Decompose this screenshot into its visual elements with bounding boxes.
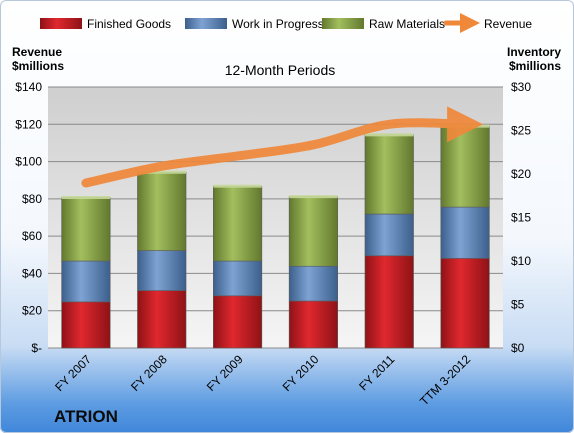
bar-finished-goods[interactable] [137,290,187,349]
bar-finished-goods[interactable] [364,255,414,349]
revenue-line[interactable] [81,106,484,188]
grid-layer [48,86,503,349]
bar-top-highlight [289,195,338,199]
legend-swatch-work-in-progress [185,18,227,29]
bar-finished-goods[interactable] [61,301,111,349]
legend-item-revenue[interactable]: Revenue [443,13,532,33]
right-axis-tick-label: $25 [511,124,531,138]
right-axis-tick-label: $0 [511,341,525,355]
left-axis-tick-label: $60 [22,229,42,243]
bar-top-highlight [364,133,414,137]
left-axis-title-line2: $millions [12,59,64,73]
left-axis-ticks: $- $20 $40 $60 $80 $100 $120 $140 [15,80,42,355]
left-axis-tick-label: $40 [22,266,42,280]
legend-label-raw-materials: Raw Materials [369,17,445,31]
right-axis-tick-label: $15 [511,211,531,225]
x-axis-tick-label: FY 2011 [356,352,397,393]
bar-top-highlight [61,195,111,199]
left-axis-tick-label: $100 [15,155,42,169]
x-axis-tick-label: FY 2009 [204,352,246,394]
bar-work-in-progress[interactable] [137,250,187,291]
legend-item-finished-goods[interactable]: Finished Goods [40,17,171,31]
right-axis-title-line1: Inventory [507,45,561,59]
x-axis-tick-label: FY 2008 [128,352,170,394]
bar-finished-goods[interactable] [213,295,263,349]
bar-raw-materials[interactable] [137,171,187,251]
legend-swatch-finished-goods [40,18,82,29]
left-axis-tick-label: $80 [22,192,42,206]
bar-work-in-progress[interactable] [213,260,263,297]
chart-subtitle: 12-Month Periods [225,62,336,78]
legend-item-work-in-progress[interactable]: Work in Progress [185,17,324,31]
bar-finished-goods[interactable] [440,258,490,349]
company-name: ATRION [54,407,118,426]
bar-finished-goods[interactable] [288,300,338,349]
legend-item-raw-materials[interactable]: Raw Materials [322,17,445,31]
left-axis-tick-label: $20 [22,304,42,318]
legend-label-finished-goods: Finished Goods [87,17,171,31]
right-axis-tick-label: $10 [511,254,531,268]
legend: Finished Goods Work in Progress Raw Mate… [40,13,532,33]
bar-raw-materials[interactable] [61,197,111,262]
right-axis-tick-label: $5 [511,298,525,312]
plot-area [48,87,503,348]
bar-work-in-progress[interactable] [61,260,111,303]
left-axis-tick-label: $120 [15,117,42,131]
bar-work-in-progress[interactable] [288,265,338,302]
right-axis-tick-label: $20 [511,167,531,181]
bar-top-highlight [137,170,187,174]
bar-raw-materials[interactable] [213,185,263,262]
legend-label-work-in-progress: Work in Progress [232,17,324,31]
left-axis-title-line1: Revenue [12,45,62,59]
x-axis-tick-label: FY 2010 [280,352,322,394]
left-axis-tick-label: $- [31,341,42,355]
bar-work-in-progress[interactable] [364,213,414,257]
right-axis-tick-label: $30 [511,80,531,94]
revenue-line-layer [81,106,484,188]
bar-work-in-progress[interactable] [440,206,490,259]
bar-raw-materials[interactable] [440,125,490,208]
legend-swatch-raw-materials [322,18,364,29]
bar-top-highlight [213,184,262,188]
x-axis-tick-label: TTM 3-2012 [417,352,473,408]
right-axis-ticks: $0 $5 $10 $15 $20 $25 $30 [511,80,531,355]
x-axis-tick-label: FY 2007 [52,352,94,394]
x-axis-ticks: FY 2007 FY 2008 FY 2009 FY 2010 FY 2011 TTM 3… [52,352,473,408]
bar-raw-materials[interactable] [288,196,338,267]
bar-raw-materials[interactable] [364,134,414,215]
legend-label-revenue: Revenue [484,17,532,31]
left-axis-tick-label: $140 [15,80,42,94]
right-axis-title-line2: $millions [509,59,561,73]
